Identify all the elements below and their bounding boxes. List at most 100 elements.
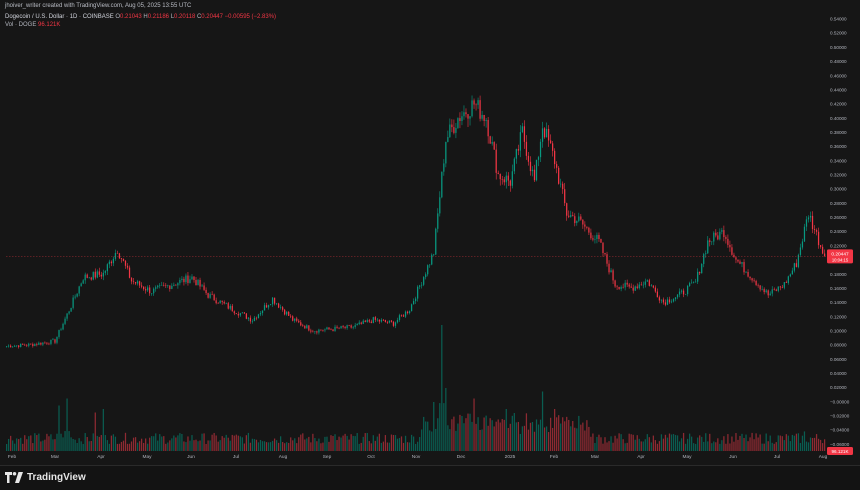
candle-body [616,286,618,288]
candle-body [284,309,286,315]
candle-body [257,314,260,319]
candle-body [410,304,413,312]
candle-body [668,299,671,303]
volume-bar [737,439,739,451]
candle-body [370,321,372,323]
volume-bar [626,442,628,451]
volume-bar [725,443,727,451]
candle-body [163,285,165,286]
candle-body [231,305,233,312]
volume-bar [421,429,423,451]
candle-body [751,278,753,281]
volume-legend[interactable]: Vol · DOGE 96.121K [5,22,60,28]
volume-bar [104,435,106,451]
candle-body [217,303,219,304]
candle-body [116,253,119,254]
volume-bar [165,443,167,451]
symbol-legend[interactable]: Dogecoin / U.S. Dollar · 1D · COINBASE O… [5,14,276,20]
volume-bar [660,434,663,451]
candle-body [767,290,769,296]
volume-bar [765,433,767,451]
candle-body [326,327,328,330]
candle-body [78,286,80,294]
volume-bar [539,419,542,451]
candle-body [100,274,102,277]
candle-body [809,215,812,218]
volume-bar [531,421,534,451]
candle-body [793,263,796,271]
volume-bar [185,442,187,451]
candle-body [658,297,661,301]
volume-bar [795,433,798,451]
y-axis-tick-label: 0.30000 [830,187,847,192]
candle-body [823,253,826,257]
volume-bar [666,437,669,451]
candle-body [282,307,284,310]
candle-body [717,235,719,240]
candle-body [177,283,179,286]
candle-body [495,149,497,173]
volume-bar [128,443,131,451]
volume-bar [449,429,451,451]
volume-bar [157,440,159,451]
volume-bar [106,440,108,451]
volume-bar [124,432,127,451]
tradingview-logo[interactable]: TradingView [5,472,86,483]
candle-body [491,142,493,144]
candle-body [662,299,665,303]
candle-body [674,297,677,300]
candle-body [666,299,669,305]
candle-body [485,119,487,121]
candle-body [785,282,787,283]
volume-bar [342,435,344,451]
candle-body [475,104,477,106]
candle-body [771,289,773,294]
volume-bar [445,388,447,451]
candle-body [626,282,628,285]
volume-bar [179,433,181,451]
volume-bar [44,439,46,451]
volume-bar [292,440,294,451]
price-tag[interactable] [827,249,853,264]
y-axis-tick-label: 0.26000 [830,215,847,220]
candle-body [64,318,66,324]
candlestick-chart[interactable]: 0.54000 0.52000 0.50000 0.48000 0.46000 0.440… [0,0,860,465]
volume-bar [513,413,515,451]
volume-bar [783,440,785,451]
volume-bar [386,442,389,451]
candle-body [664,302,667,305]
candle-body [290,315,292,317]
volume-bar [763,443,765,451]
volume-bar [233,435,235,451]
volume-bar [277,442,280,451]
volume-bar [30,435,32,451]
candle-body [612,270,614,281]
volume-bar [785,434,787,451]
volume-tag[interactable] [827,447,853,455]
y-axis-tick-label: 0.44000 [830,87,847,92]
volume-bar [60,433,62,451]
volume-bar [566,416,568,451]
candle-body [34,344,36,347]
candle-body [473,100,475,105]
volume-bar [374,440,376,451]
candle-body [191,276,193,280]
candle-body [332,329,334,331]
volume-bar [610,436,612,451]
candle-body [747,272,749,277]
volume-bar [330,435,332,451]
candle-body [547,128,550,141]
volume-bar [219,440,221,451]
volume-bar [580,424,582,451]
volume-bar [511,415,513,451]
volume-bar [58,405,60,451]
volume-bar [396,438,399,451]
candle-body [435,228,437,255]
candle-body [241,312,243,314]
candle-body [705,253,707,255]
volume-bar [423,416,425,451]
candle-body [344,327,346,328]
volume-bar [46,433,48,451]
volume-bar [96,435,98,451]
volume-bar [425,421,427,451]
